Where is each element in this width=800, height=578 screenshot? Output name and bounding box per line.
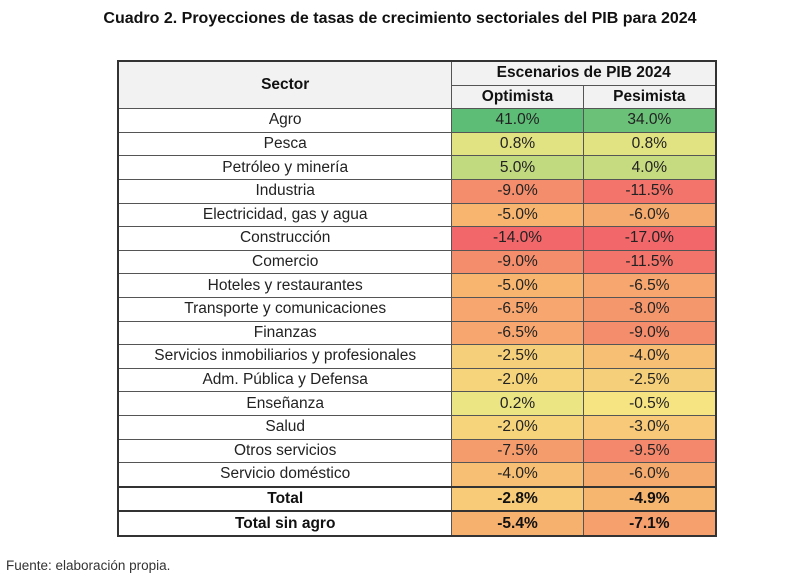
pesimista-cell: -17.0% bbox=[582, 226, 717, 251]
growth-table: Sector Escenarios de PIB 2024 Optimista … bbox=[117, 60, 717, 537]
table-row: Electricidad, gas y agua -5.0% -6.0% bbox=[117, 202, 717, 228]
table-row: Servicio doméstico -4.0% -6.0% bbox=[117, 462, 717, 488]
optimista-cell: -14.0% bbox=[451, 226, 584, 251]
table-row: Industria -9.0% -11.5% bbox=[117, 178, 717, 204]
sector-cell: Agro bbox=[117, 108, 453, 133]
pesimista-cell: -9.0% bbox=[582, 320, 717, 346]
optimista-cell: 0.2% bbox=[451, 391, 584, 416]
source-note: Fuente: elaboración propia. bbox=[6, 558, 171, 573]
table-row: Agro 41.0% 34.0% bbox=[117, 108, 717, 133]
pesimista-cell: -11.5% bbox=[582, 178, 717, 204]
pesimista-cell: -11.5% bbox=[582, 249, 717, 275]
optimista-cell: -2.8% bbox=[451, 485, 584, 512]
sector-cell: Transporte y comunicaciones bbox=[117, 296, 453, 322]
pesimista-cell: -2.5% bbox=[582, 367, 717, 393]
table-row: Pesca 0.8% 0.8% bbox=[117, 131, 717, 157]
table-row: Hoteles y restaurantes -5.0% -6.5% bbox=[117, 273, 717, 298]
optimista-cell: -5.4% bbox=[451, 510, 584, 537]
header-scenarios: Escenarios de PIB 2024 bbox=[451, 60, 717, 86]
sector-cell: Adm. Pública y Defensa bbox=[117, 367, 453, 393]
pesimista-cell: -7.1% bbox=[582, 510, 717, 537]
sector-cell: Comercio bbox=[117, 249, 453, 275]
table-row: Adm. Pública y Defensa -2.0% -2.5% bbox=[117, 367, 717, 393]
pesimista-cell: -8.0% bbox=[582, 296, 717, 322]
optimista-cell: -9.0% bbox=[451, 178, 584, 204]
pesimista-cell: 34.0% bbox=[582, 108, 717, 133]
optimista-cell: -5.0% bbox=[451, 273, 584, 298]
table-row: Finanzas -6.5% -9.0% bbox=[117, 320, 717, 346]
sector-cell: Construcción bbox=[117, 226, 453, 251]
table-row: Salud -2.0% -3.0% bbox=[117, 414, 717, 440]
pesimista-cell: 4.0% bbox=[582, 155, 717, 180]
pesimista-cell: -6.5% bbox=[582, 273, 717, 298]
sector-cell: Enseñanza bbox=[117, 391, 453, 416]
table-title: Cuadro 2. Proyecciones de tasas de creci… bbox=[103, 10, 697, 27]
table-row: Otros servicios -7.5% -9.5% bbox=[117, 438, 717, 464]
header-optimista: Optimista bbox=[451, 84, 584, 110]
sector-cell: Industria bbox=[117, 178, 453, 204]
sector-cell: Total bbox=[117, 485, 453, 512]
table-row: Construcción -14.0% -17.0% bbox=[117, 226, 717, 251]
pesimista-cell: -6.0% bbox=[582, 462, 717, 488]
sector-cell: Pesca bbox=[117, 131, 453, 157]
pesimista-cell: -6.0% bbox=[582, 202, 717, 228]
optimista-cell: -2.0% bbox=[451, 367, 584, 393]
optimista-cell: -2.5% bbox=[451, 344, 584, 369]
sector-cell: Total sin agro bbox=[117, 510, 453, 537]
sector-cell: Servicios inmobiliarios y profesionales bbox=[117, 344, 453, 369]
optimista-cell: -7.5% bbox=[451, 438, 584, 464]
pesimista-cell: -4.0% bbox=[582, 344, 717, 369]
pesimista-cell: -3.0% bbox=[582, 414, 717, 440]
sector-cell: Finanzas bbox=[117, 320, 453, 346]
pesimista-cell: 0.8% bbox=[582, 131, 717, 157]
optimista-cell: 41.0% bbox=[451, 108, 584, 133]
sector-cell: Electricidad, gas y agua bbox=[117, 202, 453, 228]
table-row: Enseñanza 0.2% -0.5% bbox=[117, 391, 717, 416]
optimista-cell: -5.0% bbox=[451, 202, 584, 228]
header-pesimista: Pesimista bbox=[582, 84, 717, 110]
header-sector: Sector bbox=[117, 60, 453, 110]
optimista-cell: -6.5% bbox=[451, 296, 584, 322]
pesimista-cell: -4.9% bbox=[582, 485, 717, 512]
sector-cell: Hoteles y restaurantes bbox=[117, 273, 453, 298]
sector-cell: Servicio doméstico bbox=[117, 462, 453, 488]
pesimista-cell: -0.5% bbox=[582, 391, 717, 416]
sector-cell: Petróleo y minería bbox=[117, 155, 453, 180]
optimista-cell: -2.0% bbox=[451, 414, 584, 440]
sector-cell: Otros servicios bbox=[117, 438, 453, 464]
optimista-cell: 0.8% bbox=[451, 131, 584, 157]
pesimista-cell: -9.5% bbox=[582, 438, 717, 464]
table-row: Petróleo y minería 5.0% 4.0% bbox=[117, 155, 717, 180]
optimista-cell: 5.0% bbox=[451, 155, 584, 180]
optimista-cell: -6.5% bbox=[451, 320, 584, 346]
table-row: Servicios inmobiliarios y profesionales -… bbox=[117, 344, 717, 369]
table-row: Transporte y comunicaciones -6.5% -8.0% bbox=[117, 296, 717, 322]
table-row: Total sin agro -5.4% -7.1% bbox=[117, 510, 717, 537]
optimista-cell: -4.0% bbox=[451, 462, 584, 488]
table-row: Total -2.8% -4.9% bbox=[117, 485, 717, 512]
optimista-cell: -9.0% bbox=[451, 249, 584, 275]
table-row: Comercio -9.0% -11.5% bbox=[117, 249, 717, 275]
sector-cell: Salud bbox=[117, 414, 453, 440]
